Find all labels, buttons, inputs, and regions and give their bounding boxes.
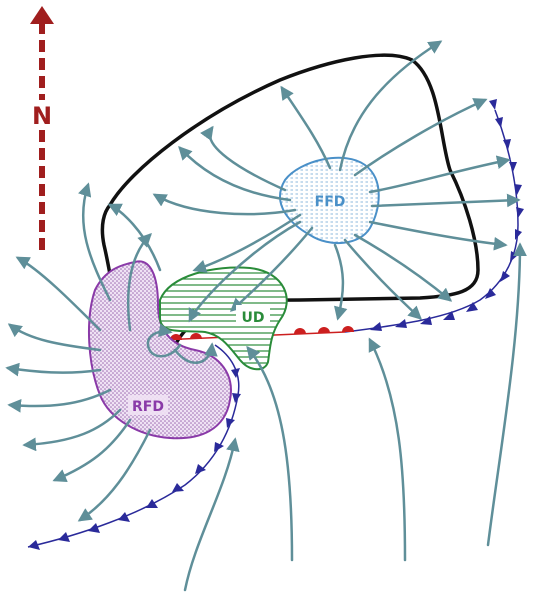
ffd-outflow-arrow: [370, 193, 521, 208]
inflow-arrow: [486, 242, 527, 547]
inflow-arrow: [183, 437, 240, 592]
ffd-outflow-arrow: [192, 213, 302, 273]
ffd-outflow-arrow: [152, 193, 297, 216]
rfd-outflow-arrow: [7, 388, 112, 413]
north-arrow: N: [30, 6, 54, 250]
ffd-outflow-arrow: [200, 125, 287, 192]
north-label: N: [32, 102, 52, 130]
ffd-outflow-arrow: [229, 226, 314, 312]
ffd-outflow-arrow: [280, 85, 332, 170]
ffd-label: FFD: [315, 194, 346, 210]
rfd-region: [88, 260, 232, 440]
rfd-outflow-arrow: [52, 418, 132, 482]
rfd-outflow-arrow: [5, 362, 102, 377]
rfd-outflow-arrow: [15, 256, 102, 332]
ffd-outflow-arrow: [178, 145, 292, 202]
inflow-arrow: [368, 337, 407, 562]
ud-label: UD: [242, 310, 265, 326]
rfd-outflow-arrow: [107, 203, 162, 272]
hook-swirl-arrow: [146, 323, 182, 358]
rfd-label: RFD: [132, 399, 164, 415]
ffd-outflow-arrow: [368, 155, 511, 194]
ffd-outflow-arrow: [338, 40, 443, 172]
cold-front: [27, 99, 524, 550]
ffd-outflow-arrow: [353, 233, 453, 302]
rfd-outflow-arrow: [22, 408, 122, 452]
ffd-outflow-arrow: [188, 220, 302, 323]
hook-swirl-arrow: [126, 233, 152, 332]
inflow-arrow: [246, 345, 294, 562]
ffd-outflow-arrow: [353, 98, 488, 177]
ud-region: [159, 266, 288, 371]
ffd-outflow-arrow: [368, 220, 508, 251]
rfd-outflow-arrow: [77, 428, 152, 522]
rfd-outflow-arrow: [7, 323, 102, 352]
ffd-outflow-arrow: [333, 243, 348, 321]
hook-swirl-arrow: [173, 342, 218, 364]
ffd-outflow-arrow: [343, 238, 423, 320]
rfd-outflow-arrow: [78, 182, 112, 302]
streamlines: [5, 40, 527, 592]
